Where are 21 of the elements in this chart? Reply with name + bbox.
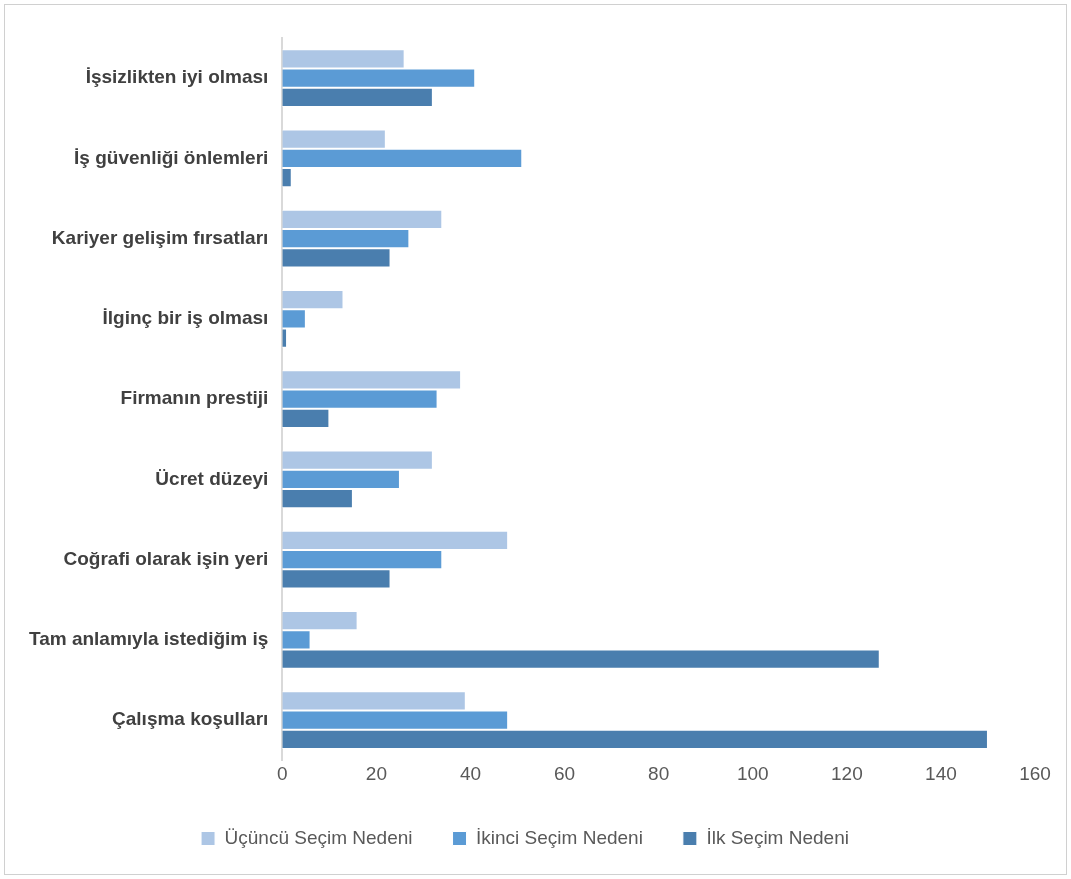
y-tick-label: İş güvenliği önlemleri xyxy=(74,146,269,168)
y-tick-label: Kariyer gelişim fırsatları xyxy=(51,226,269,248)
y-tick-label: İlginç bir iş olması xyxy=(102,307,269,329)
y-tick-label: İşsizlikten iyi olması xyxy=(85,66,269,88)
y-tick-label: Coğrafi olarak işin yeri xyxy=(63,547,269,569)
legend-label: İlk Seçim Nedeni xyxy=(706,826,849,848)
legend-label: Üçüncü Seçim Nedeni xyxy=(224,826,413,848)
y-tick-label: Tam anlamıyla istediğim iş xyxy=(28,628,269,650)
x-tick-label: 140 xyxy=(925,762,957,784)
y-tick-label: Ücret düzeyi xyxy=(155,467,269,489)
x-tick-label: 40 xyxy=(459,762,482,784)
x-tick-label: 120 xyxy=(830,762,863,784)
y-tick-label: Firmanın prestiji xyxy=(120,387,269,409)
x-tick-label: 80 xyxy=(648,762,670,784)
x-tick-label: 0 xyxy=(277,762,288,784)
legend-label: İkinci Seçim Nedeni xyxy=(476,826,643,848)
x-tick-label: 20 xyxy=(365,762,387,784)
x-tick-label: 60 xyxy=(554,762,576,784)
x-tick-label: 100 xyxy=(736,762,769,784)
x-tick-label: 160 xyxy=(1019,762,1051,784)
y-tick-label: Çalışma koşulları xyxy=(112,708,269,730)
